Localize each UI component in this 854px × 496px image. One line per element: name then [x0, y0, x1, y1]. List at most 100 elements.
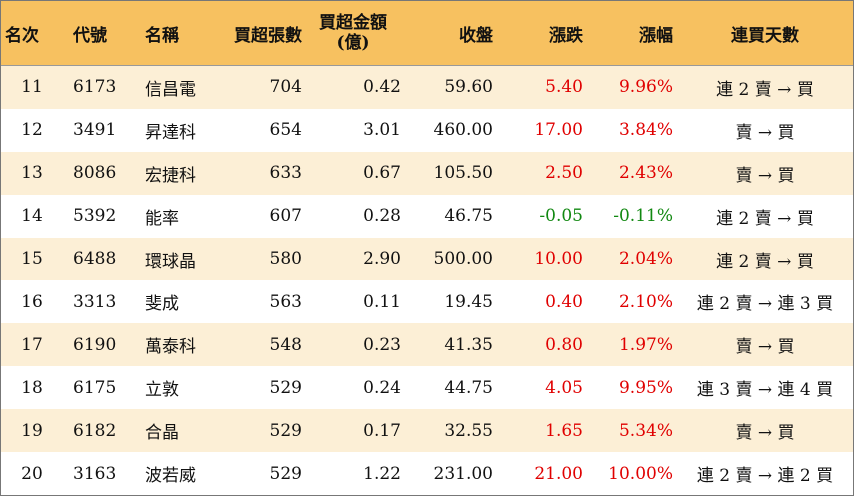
- cell-change-pct: 1.97%: [618, 334, 673, 355]
- cell-net-buy-amount: 0.28: [363, 206, 401, 227]
- cell-rank: 14: [21, 206, 43, 227]
- table-header: 名次 代號 名稱 買超張數 買超金額 (億) 收盤 漲跌 漲幅 連買天數: [1, 1, 853, 66]
- cell-consecutive-days: 賣 → 買: [735, 337, 795, 358]
- cell-change-pct: 3.84%: [618, 120, 673, 141]
- cell-code: 6175: [73, 377, 117, 398]
- cell-rank: 16: [21, 291, 43, 312]
- cell-consecutive-days: 連 3 賣 → 連 4 買: [696, 380, 834, 401]
- table-row: 18 6175 立敦 529 0.24 44.75 4.05 9.95% 連 3 賣 → 連 4…: [1, 366, 853, 410]
- header-net-buy-amount-line2: (億): [336, 33, 370, 53]
- cell-name: 信昌電: [145, 79, 196, 100]
- cell-code: 3163: [73, 463, 117, 484]
- cell-rank: 15: [21, 249, 43, 270]
- cell-change-pct: 5.34%: [618, 420, 673, 441]
- table-row: 14 5392 能率 607 0.28 46.75 -0.05 -0.11% 連 2 賣 → 買: [1, 194, 853, 238]
- cell-change: 0.40: [545, 291, 583, 312]
- cell-net-buy-amount: 3.01: [363, 120, 401, 141]
- table-row: 12 3491 昇達科 654 3.01 460.00 17.00 3.84% 賣 → 買: [1, 108, 853, 152]
- cell-change: 1.65: [545, 420, 583, 441]
- cell-name: 立敦: [145, 380, 179, 401]
- cell-consecutive-days: 賣 → 買: [735, 423, 795, 444]
- cell-close: 105.50: [433, 163, 493, 184]
- cell-change-pct: 9.96%: [618, 77, 673, 98]
- cell-rank: 18: [21, 377, 43, 398]
- cell-consecutive-days: 連 2 賣 → 買: [716, 208, 814, 229]
- cell-name: 環球晶: [145, 251, 196, 272]
- cell-code: 6173: [73, 77, 117, 98]
- cell-consecutive-days: 賣 → 買: [735, 165, 795, 186]
- cell-name: 斐成: [145, 294, 179, 315]
- cell-net-buy-lots: 529: [269, 420, 302, 441]
- cell-net-buy-lots: 563: [269, 291, 302, 312]
- cell-code: 5392: [73, 206, 117, 227]
- cell-net-buy-lots: 529: [269, 377, 302, 398]
- cell-code: 3313: [73, 291, 117, 312]
- table-row: 16 3313 斐成 563 0.11 19.45 0.40 2.10% 連 2 賣 → 連 3…: [1, 280, 853, 324]
- cell-code: 6190: [73, 334, 117, 355]
- cell-rank: 12: [21, 120, 43, 141]
- cell-net-buy-amount: 1.22: [363, 463, 401, 484]
- header-net-buy-amount-line1: 買超金額: [319, 13, 387, 33]
- header-code: 代號: [73, 25, 107, 46]
- table-row: 11 6173 信昌電 704 0.42 59.60 5.40 9.96% 連 2 賣 → 買: [1, 66, 853, 109]
- cell-close: 46.75: [444, 206, 493, 227]
- cell-net-buy-lots: 633: [269, 163, 302, 184]
- cell-close: 59.60: [444, 77, 493, 98]
- cell-net-buy-amount: 0.24: [363, 377, 401, 398]
- cell-consecutive-days: 連 2 賣 → 連 3 買: [696, 294, 834, 315]
- cell-name: 能率: [145, 208, 179, 229]
- table-row: 13 8086 宏捷科 633 0.67 105.50 2.50 2.43% 賣 → 買: [1, 151, 853, 195]
- cell-close: 44.75: [444, 377, 493, 398]
- cell-change: 10.00: [534, 249, 583, 270]
- header-rank: 名次: [5, 25, 39, 46]
- cell-rank: 20: [21, 463, 43, 484]
- cell-change: 0.80: [545, 334, 583, 355]
- header-close: 收盤: [459, 25, 493, 46]
- header-net-buy-lots: 買超張數: [234, 25, 302, 46]
- header-name: 名稱: [145, 25, 179, 46]
- table-row: 19 6182 合晶 529 0.17 32.55 1.65 5.34% 賣 → 買: [1, 409, 853, 453]
- cell-net-buy-lots: 607: [269, 206, 302, 227]
- header-change-pct: 漲幅: [639, 25, 673, 46]
- cell-rank: 17: [21, 334, 43, 355]
- cell-change-pct: 2.10%: [618, 291, 673, 312]
- cell-change: 4.05: [545, 377, 583, 398]
- cell-consecutive-days: 連 2 賣 → 買: [716, 251, 814, 272]
- cell-net-buy-amount: 0.67: [363, 163, 401, 184]
- cell-change: 2.50: [545, 163, 583, 184]
- cell-close: 41.35: [444, 334, 493, 355]
- cell-change-pct: 2.04%: [618, 249, 673, 270]
- cell-name: 萬泰科: [145, 337, 196, 358]
- cell-code: 6488: [73, 249, 117, 270]
- cell-net-buy-lots: 580: [269, 249, 302, 270]
- cell-name: 宏捷科: [145, 165, 196, 186]
- cell-code: 8086: [73, 163, 117, 184]
- cell-net-buy-amount: 0.11: [363, 291, 401, 312]
- cell-change-pct: 9.95%: [618, 377, 673, 398]
- cell-close: 460.00: [433, 120, 493, 141]
- cell-close: 19.45: [444, 291, 493, 312]
- cell-rank: 13: [21, 163, 43, 184]
- cell-consecutive-days: 連 2 賣 → 買: [716, 79, 814, 100]
- header-change: 漲跌: [549, 25, 583, 46]
- cell-close: 231.00: [433, 463, 493, 484]
- table-row: 15 6488 環球晶 580 2.90 500.00 10.00 2.04% 連 2 賣 → …: [1, 237, 853, 281]
- cell-code: 6182: [73, 420, 117, 441]
- cell-name: 合晶: [145, 423, 179, 444]
- cell-change: 5.40: [545, 77, 583, 98]
- cell-change-pct: 2.43%: [618, 163, 673, 184]
- table-row: 20 3163 波若威 529 1.22 231.00 21.00 10.00% 連 2 賣 →…: [1, 452, 853, 495]
- cell-rank: 11: [21, 77, 43, 98]
- cell-net-buy-amount: 2.90: [363, 249, 401, 270]
- cell-change: 21.00: [534, 463, 583, 484]
- cell-consecutive-days: 賣 → 買: [735, 122, 795, 143]
- cell-name: 波若威: [145, 466, 196, 487]
- cell-net-buy-lots: 654: [269, 120, 302, 141]
- cell-rank: 19: [21, 420, 43, 441]
- header-consecutive-days: 連買天數: [731, 25, 799, 46]
- header-net-buy-amount: 買超金額 (億): [303, 13, 403, 53]
- cell-change-pct: 10.00%: [608, 463, 673, 484]
- table-row: 17 6190 萬泰科 548 0.23 41.35 0.80 1.97% 賣 → 買: [1, 323, 853, 367]
- cell-net-buy-amount: 0.42: [363, 77, 401, 98]
